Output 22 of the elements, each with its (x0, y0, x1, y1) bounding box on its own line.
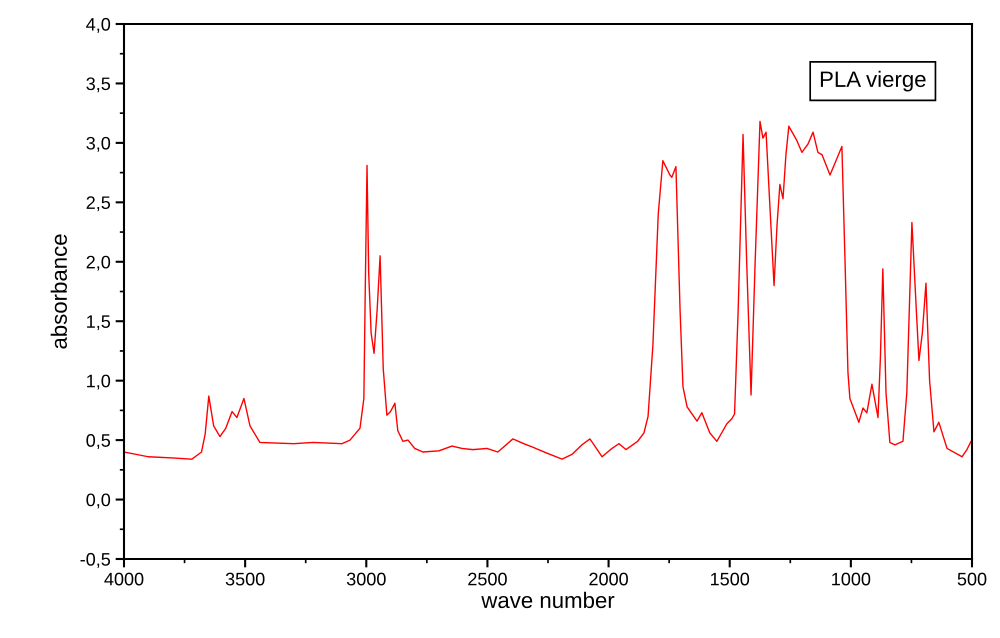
y-tick-label: 0,5 (86, 434, 110, 449)
y-tick-label: 3,0 (86, 136, 110, 152)
y-tick-label: 2,0 (86, 256, 110, 271)
y-axis-title: absorbance (50, 234, 67, 349)
series-label: PLA vierge (820, 70, 926, 92)
x-tick-label: 2000 (589, 572, 628, 586)
y-tick-label: -0,5 (80, 552, 110, 568)
x-axis-title: wave number (481, 592, 614, 608)
y-tick-label: 0,0 (86, 493, 110, 508)
x-tick-label: 2500 (468, 572, 507, 586)
y-tick-label: 3,5 (86, 77, 110, 92)
x-tick-label: 3000 (346, 572, 386, 586)
y-tick-label: 1,5 (87, 315, 110, 330)
x-tick-label: 4000 (104, 572, 144, 586)
y-tick-label: 4,0 (86, 18, 110, 33)
x-tick-label: 1000 (832, 572, 870, 586)
line-series (124, 120, 972, 460)
x-tick-label: 1500 (711, 572, 750, 586)
x-tick-label: 3500 (226, 572, 265, 586)
y-tick-label: 2,5 (86, 196, 110, 212)
y-tick-label: 1,0 (87, 374, 110, 390)
x-tick-label: 500 (958, 572, 986, 586)
